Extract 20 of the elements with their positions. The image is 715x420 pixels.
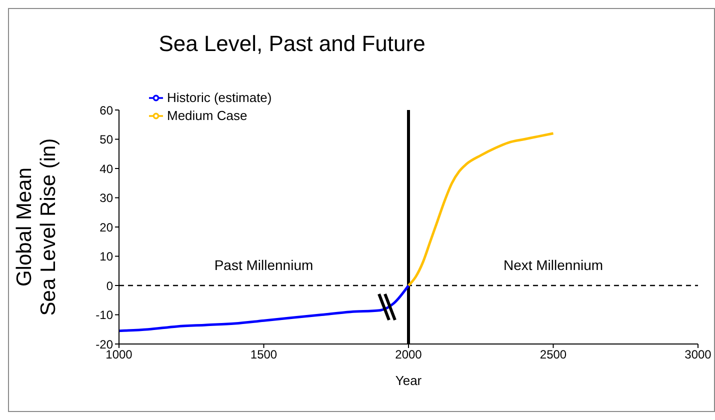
y-tick-label: 60 (100, 103, 114, 118)
y-tick-label: 20 (100, 220, 114, 234)
annotation: Past Millennium (213, 257, 314, 273)
line-series (119, 284, 410, 332)
y-tick-label: 30 (100, 191, 114, 206)
y-tick-label: 40 (100, 162, 114, 176)
x-axis-title: Year (395, 373, 422, 388)
annotation: Next Millennium (502, 257, 604, 273)
y-tick-label: -10 (96, 308, 114, 322)
y-tick-label: 0 (106, 278, 114, 293)
x-tick-label: 2000 (395, 348, 422, 362)
y-tick-label: 50 (100, 132, 114, 147)
x-tick-label: 3000 (684, 348, 712, 362)
y-tick-label: 10 (100, 250, 114, 264)
x-tick-label: 1500 (250, 348, 278, 362)
y-axis-title: Global Mean Sea Level Rise (in) (13, 138, 60, 316)
chart-title: Sea Level, Past and Future (158, 31, 426, 57)
legend-label: Medium Case (167, 108, 248, 123)
x-tick-label: 2500 (540, 348, 567, 362)
legend-label: Historic (estimate) (167, 90, 272, 105)
